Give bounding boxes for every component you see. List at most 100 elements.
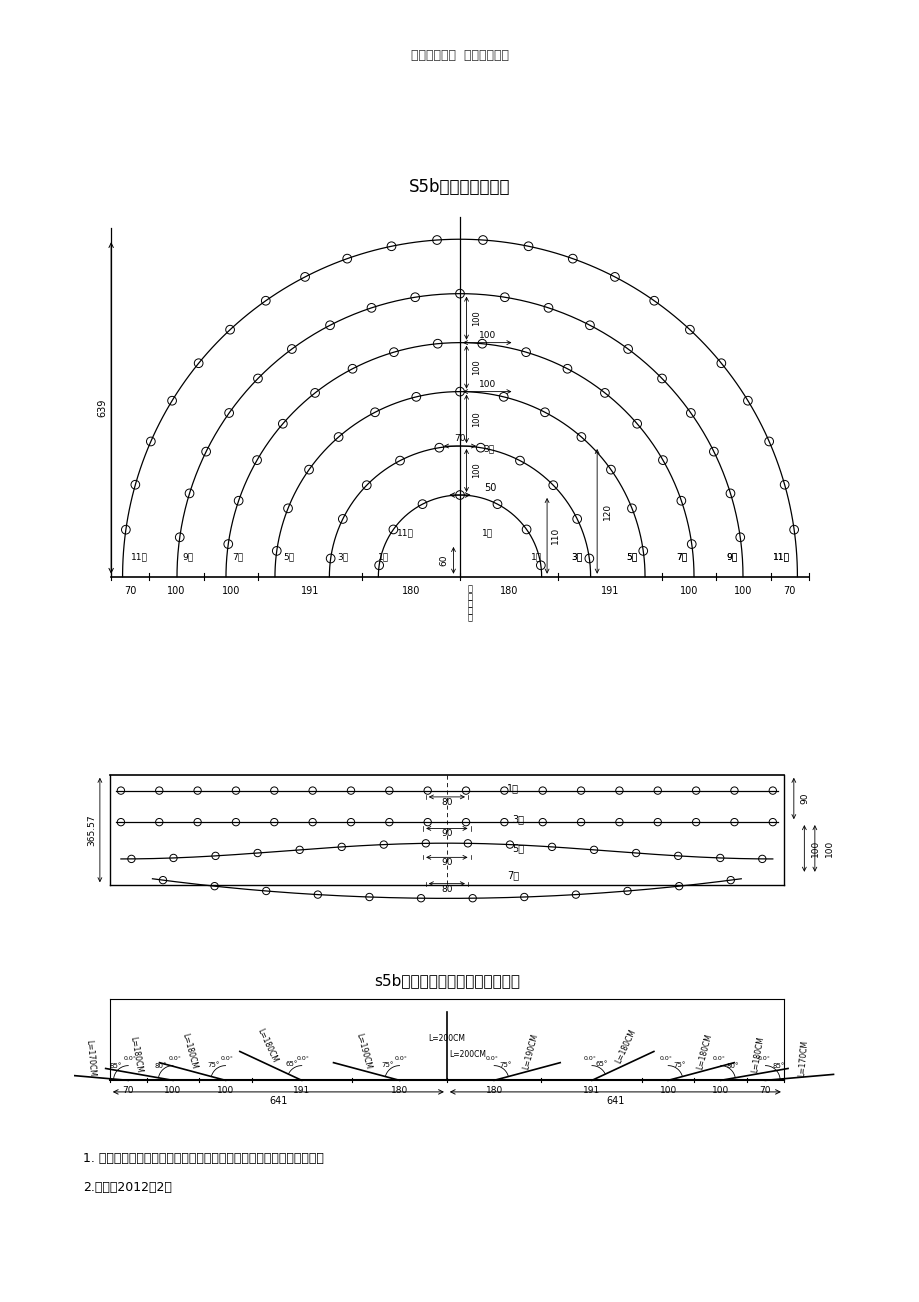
Text: 100: 100: [165, 1086, 181, 1095]
Text: S5b围岩炮眼布置图: S5b围岩炮眼布置图: [409, 177, 510, 195]
Text: 100: 100: [471, 462, 481, 478]
Text: 100: 100: [810, 840, 819, 857]
Text: 180: 180: [499, 586, 517, 596]
Text: 100: 100: [711, 1086, 729, 1095]
Text: L=180CM: L=180CM: [695, 1032, 713, 1070]
Text: L=170CM: L=170CM: [85, 1039, 96, 1077]
Text: 180: 180: [402, 586, 420, 596]
Text: 0.0°: 0.0°: [712, 1056, 725, 1061]
Text: 100: 100: [471, 411, 481, 427]
Text: 75°: 75°: [499, 1062, 511, 1069]
Text: 1段: 1段: [506, 783, 518, 793]
Text: 60: 60: [438, 555, 448, 566]
Text: 70: 70: [783, 586, 795, 596]
Text: 0.0°: 0.0°: [394, 1056, 407, 1061]
Text: 0.0°: 0.0°: [584, 1056, 596, 1061]
Text: L=180CM: L=180CM: [128, 1036, 143, 1074]
Text: 个人收集整理  勿做商业用途: 个人收集整理 勿做商业用途: [411, 49, 508, 62]
Text: 3段: 3段: [571, 552, 582, 561]
Text: 1段: 1段: [530, 552, 541, 561]
Text: 80°: 80°: [726, 1062, 738, 1069]
Text: 100: 100: [478, 331, 495, 340]
Text: 191: 191: [293, 1086, 311, 1095]
Text: L=190CM: L=190CM: [354, 1032, 372, 1070]
Text: 641: 641: [269, 1096, 288, 1107]
Text: 1. 本图尺寸均己厘米计，可根据实际情况适当调整用药量以及炮眼位置: 1. 本图尺寸均己厘米计，可根据实际情况适当调整用药量以及炮眼位置: [83, 1152, 323, 1165]
Text: 70: 70: [122, 1086, 134, 1095]
Text: 365.57: 365.57: [87, 814, 96, 846]
Text: 120: 120: [602, 503, 611, 519]
Text: L=200CM: L=200CM: [449, 1051, 486, 1060]
Text: 85°: 85°: [109, 1064, 121, 1069]
Text: 7段: 7段: [233, 552, 244, 561]
Text: L=180CM: L=180CM: [749, 1036, 765, 1074]
Text: 7段: 7段: [675, 552, 686, 561]
Text: 639: 639: [97, 398, 108, 417]
Text: 70: 70: [124, 586, 136, 596]
Text: 9段: 9段: [726, 552, 737, 561]
Text: 9段: 9段: [182, 552, 193, 561]
Text: 道: 道: [467, 592, 471, 602]
Text: L=200CM: L=200CM: [428, 1034, 465, 1043]
Text: 90: 90: [440, 829, 452, 838]
Text: 641: 641: [606, 1096, 624, 1107]
Text: 65°: 65°: [285, 1061, 298, 1068]
Text: 0.0°: 0.0°: [485, 1056, 498, 1061]
Text: 1段: 1段: [378, 552, 389, 561]
Text: 0.0°: 0.0°: [297, 1056, 310, 1061]
Text: 心: 心: [467, 605, 471, 615]
Text: 80: 80: [440, 884, 452, 893]
Text: 2.时间：2012年2月: 2.时间：2012年2月: [83, 1181, 172, 1194]
Text: 70: 70: [454, 435, 465, 443]
Text: 100: 100: [824, 840, 834, 857]
Text: 100: 100: [659, 1086, 676, 1095]
Text: 75°: 75°: [208, 1062, 220, 1069]
Text: 11段: 11段: [772, 552, 789, 561]
Text: 100: 100: [217, 1086, 234, 1095]
Text: L=170CM: L=170CM: [796, 1039, 808, 1077]
Text: 0.0°: 0.0°: [756, 1056, 769, 1061]
Text: 90: 90: [800, 793, 808, 805]
Text: 191: 191: [301, 586, 319, 596]
Text: 中: 中: [467, 599, 471, 608]
Text: 0.0°: 0.0°: [659, 1056, 672, 1061]
Text: 0.0°: 0.0°: [123, 1056, 136, 1061]
Text: 191: 191: [600, 586, 618, 596]
Text: 75°: 75°: [381, 1062, 393, 1069]
Text: 100: 100: [679, 586, 698, 596]
Text: 65°: 65°: [596, 1061, 607, 1068]
Text: 1段: 1段: [482, 529, 493, 538]
Text: 3段: 3段: [512, 815, 524, 824]
Text: 100: 100: [478, 380, 495, 389]
Text: 100: 100: [221, 586, 240, 596]
Text: 100: 100: [167, 586, 186, 596]
Text: 110: 110: [550, 527, 560, 544]
Text: 5段: 5段: [512, 844, 524, 853]
Text: 50: 50: [484, 483, 496, 493]
Text: L=190CM: L=190CM: [521, 1032, 539, 1070]
Text: 5段: 5段: [625, 552, 636, 561]
Text: 线: 线: [467, 613, 471, 622]
Text: 191: 191: [583, 1086, 600, 1095]
Text: 5段: 5段: [625, 552, 636, 561]
Text: 80: 80: [440, 798, 452, 807]
Text: 0.0°: 0.0°: [168, 1056, 181, 1061]
Text: s5b围岩炮眼深度以及方向布置图: s5b围岩炮眼深度以及方向布置图: [373, 974, 519, 988]
Text: 11段: 11段: [772, 552, 789, 561]
Text: L=180CM: L=180CM: [614, 1027, 637, 1065]
Text: 隧: 隧: [467, 585, 471, 594]
Text: 75°: 75°: [673, 1062, 686, 1069]
Text: 100: 100: [471, 310, 481, 326]
Text: 180: 180: [485, 1086, 503, 1095]
Text: 9段: 9段: [726, 552, 737, 561]
Text: L=180CM: L=180CM: [255, 1027, 279, 1065]
Text: 7段: 7段: [506, 870, 519, 880]
Text: 70: 70: [759, 1086, 770, 1095]
Text: 3段: 3段: [482, 444, 494, 453]
Text: 180: 180: [391, 1086, 408, 1095]
Text: 11段: 11段: [397, 529, 414, 538]
Text: 100: 100: [471, 359, 481, 375]
Text: 3段: 3段: [337, 552, 348, 561]
Text: 85°: 85°: [771, 1064, 784, 1069]
Text: 80°: 80°: [154, 1062, 167, 1069]
